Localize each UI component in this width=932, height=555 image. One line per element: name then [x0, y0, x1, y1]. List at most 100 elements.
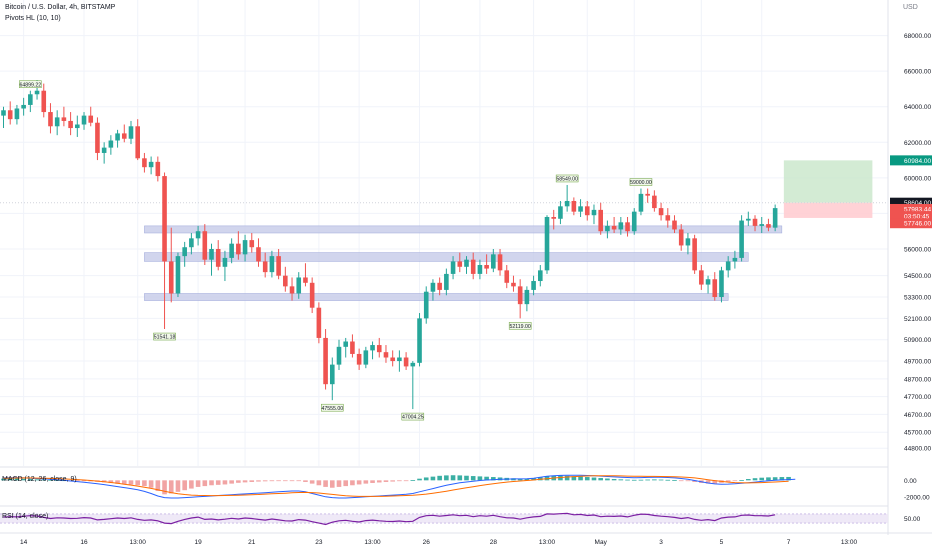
candle-body	[28, 94, 33, 105]
price-tick: 53300.00	[904, 295, 931, 302]
macd-bar	[363, 480, 369, 484]
price-tag-box	[890, 155, 932, 166]
candle-body	[101, 147, 107, 153]
macd-label[interactable]: MACD (12, 26, close, 9)	[2, 476, 77, 483]
candle-body	[1, 110, 6, 116]
macd-bar	[229, 480, 234, 484]
candle-body	[350, 341, 355, 354]
macd-bar	[28, 479, 33, 481]
macd-bar	[262, 480, 268, 482]
candle-body	[571, 200, 577, 212]
macd-bar	[444, 475, 449, 481]
time-tick: 13:00	[841, 539, 858, 546]
macd-bar	[383, 480, 389, 482]
macd-bar	[75, 480, 80, 482]
macd-bar	[242, 480, 248, 483]
candle-body	[558, 206, 563, 219]
candle-body	[766, 224, 771, 228]
macd-bar	[786, 476, 791, 481]
macd-bar	[403, 480, 409, 482]
candle-body	[611, 225, 617, 230]
candle-body	[189, 238, 194, 248]
price-tick: 56000.00	[904, 247, 931, 254]
price-tag: 03:50:45	[904, 214, 930, 221]
signal-line	[3, 475, 789, 497]
candle-body	[464, 259, 469, 267]
macd-bar	[598, 478, 603, 481]
price-tick: 60000.00	[904, 175, 931, 182]
candle-body	[115, 133, 120, 141]
macd-bar	[370, 480, 375, 483]
macd-bar	[303, 480, 308, 482]
macd-bar	[417, 478, 422, 481]
currency-label[interactable]: USD	[903, 4, 918, 11]
rsi-label[interactable]: RSI (14, close)	[2, 513, 49, 520]
time-tick: 13:00	[364, 539, 381, 546]
macd-bar	[484, 476, 489, 481]
candle-body	[772, 208, 778, 228]
macd-bar	[618, 479, 624, 481]
candle-body	[699, 270, 704, 285]
macd-bar	[705, 480, 711, 484]
candle-body	[625, 222, 630, 232]
macd-bar	[591, 477, 597, 481]
candle-body	[249, 240, 255, 248]
candle-body	[222, 257, 228, 267]
candle-body	[423, 291, 429, 319]
time-tick: 21	[248, 539, 256, 546]
candle-body	[41, 90, 47, 113]
stop-zone	[783, 202, 873, 218]
candle-body	[215, 249, 221, 267]
candle-body	[598, 209, 603, 232]
macd-bar	[631, 479, 637, 481]
candle-body	[48, 112, 53, 127]
macd-bar	[269, 480, 275, 482]
zone-middle	[144, 252, 749, 262]
chart-title: Bitcoin / U.S. Dollar, 4h, BITSTAMP	[5, 4, 116, 11]
price-tick: 44800.00	[904, 446, 931, 453]
pivot-label: 59000.00	[630, 180, 652, 186]
candle-body	[289, 286, 295, 294]
macd-bar	[329, 480, 335, 488]
candle-body	[356, 353, 362, 365]
macd-bar	[457, 475, 463, 481]
macd-bar	[397, 480, 402, 482]
macd-bar	[732, 480, 738, 482]
price-tag: 60984.00	[904, 158, 931, 165]
indicator-label[interactable]: Pivots HL (10, 10)	[5, 15, 61, 22]
candle-body	[645, 193, 650, 196]
candle-body	[652, 195, 657, 209]
time-tick: 16	[80, 539, 88, 546]
macd-bar	[34, 479, 40, 481]
time-tick: 26	[423, 539, 431, 546]
price-tag-box	[890, 197, 932, 208]
macd-bar	[766, 477, 771, 481]
macd-bar	[323, 480, 328, 487]
macd-bar	[578, 476, 583, 481]
macd-bar	[524, 478, 530, 481]
time-tick: 3	[659, 539, 663, 546]
price-tick: 68000.00	[904, 33, 931, 40]
rsi-tick: 50.00	[904, 516, 921, 523]
zone-lower	[144, 293, 729, 301]
price-tag: 58604.00	[904, 200, 931, 207]
macd-tick: -2000.00	[904, 494, 930, 501]
macd-bar	[343, 480, 349, 487]
macd-bar	[249, 480, 255, 482]
price-tick: 62000.00	[904, 140, 931, 147]
candle-body	[685, 238, 691, 246]
candle-body	[665, 215, 671, 221]
price-tick: 48700.00	[904, 376, 931, 383]
candle-body	[584, 206, 590, 216]
macd-bar	[739, 480, 744, 481]
candle-body	[383, 352, 389, 358]
candle-body	[672, 220, 677, 230]
macd-bar	[350, 480, 355, 486]
macd-bar	[215, 480, 221, 485]
macd-bar	[746, 479, 751, 481]
candle-body	[511, 282, 516, 287]
candle-body	[195, 231, 201, 239]
pivot-label-box	[508, 322, 532, 330]
